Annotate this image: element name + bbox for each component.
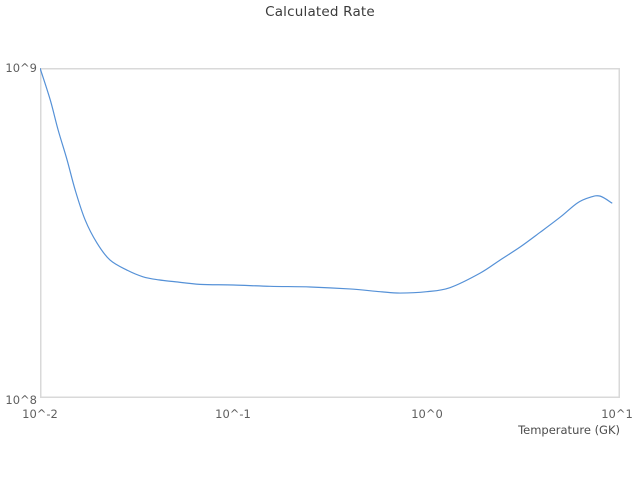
chart-title: Calculated Rate — [265, 4, 375, 20]
rate-curve-line — [40, 68, 613, 294]
x-tick-label-1e0: 10^0 — [411, 407, 443, 421]
y-tick-label-1e8: 10^8 — [5, 393, 37, 407]
plot-border — [40, 68, 620, 398]
rate-curve-svg — [40, 68, 620, 398]
x-axis-label: Temperature (GK) — [518, 423, 620, 437]
plot-area — [40, 68, 620, 398]
x-tick-label-1e1: 10^1 — [601, 407, 633, 421]
y-tick-label-1e9: 10^9 — [5, 61, 37, 75]
x-tick-label-1e-2: 10^-2 — [22, 407, 58, 421]
x-tick-label-1e-1: 10^-1 — [215, 407, 251, 421]
